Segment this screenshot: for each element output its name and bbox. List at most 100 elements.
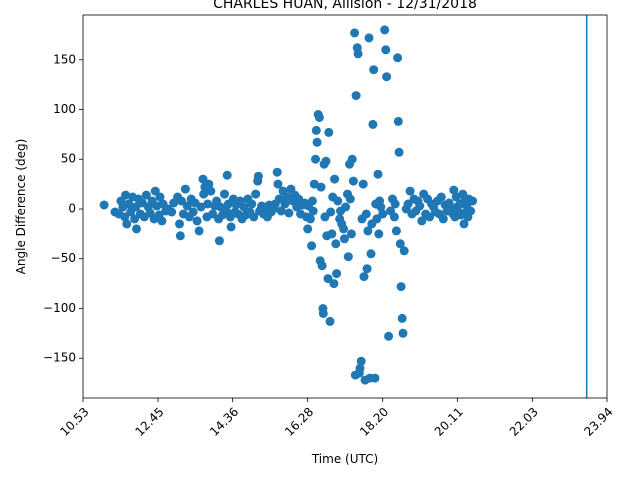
x-tick-label: 18.20 bbox=[357, 405, 391, 439]
data-point bbox=[194, 226, 204, 236]
data-point bbox=[308, 206, 318, 216]
data-point bbox=[196, 202, 206, 212]
data-point bbox=[374, 229, 384, 239]
data-point bbox=[208, 209, 218, 219]
data-point bbox=[348, 176, 358, 186]
data-point bbox=[311, 154, 320, 164]
data-point bbox=[121, 190, 131, 200]
y-tick-label: −150 bbox=[43, 351, 76, 365]
data-point bbox=[120, 212, 130, 222]
data-point bbox=[318, 308, 328, 318]
data-point bbox=[141, 190, 151, 200]
x-tick-label: 22.03 bbox=[507, 405, 541, 439]
y-tick-label: −50 bbox=[51, 251, 76, 265]
data-point bbox=[280, 199, 290, 209]
data-point bbox=[395, 239, 405, 249]
data-point bbox=[199, 189, 209, 199]
data-point bbox=[366, 249, 376, 259]
data-point bbox=[132, 224, 141, 234]
data-point bbox=[458, 189, 468, 199]
data-point bbox=[247, 199, 257, 209]
data-point bbox=[417, 216, 427, 226]
data-point bbox=[204, 179, 214, 189]
data-point bbox=[122, 219, 132, 229]
data-point bbox=[394, 147, 404, 157]
data-point bbox=[459, 219, 469, 229]
data-point bbox=[381, 45, 391, 55]
data-point bbox=[396, 282, 406, 292]
data-point bbox=[175, 219, 184, 229]
data-point bbox=[403, 199, 413, 209]
data-point bbox=[326, 207, 336, 217]
data-point bbox=[466, 206, 476, 216]
data-point bbox=[351, 91, 361, 101]
data-point bbox=[346, 229, 356, 239]
data-point bbox=[339, 234, 349, 244]
data-point bbox=[330, 174, 340, 184]
x-tick-label: 10.53 bbox=[57, 405, 91, 439]
data-point bbox=[317, 261, 327, 271]
data-point bbox=[436, 192, 446, 202]
data-point bbox=[364, 33, 374, 43]
data-point bbox=[356, 356, 366, 366]
data-point bbox=[309, 179, 319, 189]
data-point bbox=[311, 125, 321, 135]
chart-title: CHARLES HUAN, Allision - 12/31/2018 bbox=[213, 0, 477, 12]
data-point bbox=[188, 207, 198, 217]
data-point bbox=[361, 209, 371, 219]
data-point bbox=[398, 328, 408, 338]
data-point bbox=[355, 363, 365, 373]
data-point bbox=[393, 53, 403, 63]
data-point bbox=[175, 231, 185, 241]
x-tick-label: 14.36 bbox=[207, 405, 241, 439]
data-point bbox=[376, 202, 386, 212]
data-point bbox=[343, 252, 353, 262]
data-point bbox=[368, 119, 378, 129]
plot-area-frame bbox=[82, 14, 608, 399]
data-point bbox=[353, 49, 363, 59]
data-point bbox=[124, 199, 134, 209]
data-point bbox=[389, 212, 399, 222]
data-point bbox=[331, 239, 341, 249]
data-point bbox=[438, 214, 448, 224]
data-point bbox=[425, 212, 435, 222]
data-point bbox=[323, 274, 333, 284]
data-point bbox=[226, 222, 236, 232]
data-point bbox=[378, 209, 388, 219]
data-point bbox=[131, 202, 141, 212]
data-point bbox=[325, 316, 335, 326]
x-axis-ticks: 10.53 12.45 14.36 16.28 18.20 20.11 22.03 23.94 bbox=[57, 398, 616, 439]
data-point bbox=[380, 25, 390, 35]
data-point bbox=[99, 200, 109, 210]
y-tick-label: 100 bbox=[53, 102, 76, 116]
y-axis-ticks: −150 −100 −50 0 50 100 150 bbox=[43, 52, 83, 365]
data-point bbox=[393, 116, 403, 126]
x-tick-label: 20.11 bbox=[432, 405, 466, 439]
data-point bbox=[415, 201, 425, 211]
data-point bbox=[384, 331, 394, 341]
y-tick-label: −100 bbox=[43, 301, 76, 315]
data-point bbox=[391, 226, 401, 236]
data-point bbox=[329, 279, 339, 289]
data-point bbox=[362, 264, 372, 274]
data-point bbox=[358, 179, 368, 189]
data-point bbox=[203, 199, 213, 209]
data-point bbox=[192, 216, 202, 226]
data-point bbox=[222, 170, 232, 180]
x-tick-label: 16.28 bbox=[282, 405, 316, 439]
data-point bbox=[324, 127, 334, 137]
data-point bbox=[157, 216, 167, 226]
data-point bbox=[370, 373, 380, 383]
data-point bbox=[180, 184, 190, 194]
data-point bbox=[339, 224, 349, 234]
data-point bbox=[449, 185, 459, 195]
data-point bbox=[284, 208, 294, 218]
data-point bbox=[239, 202, 249, 212]
data-point bbox=[390, 199, 400, 209]
data-point bbox=[350, 28, 360, 38]
data-point bbox=[347, 154, 357, 164]
y-tick-label: 50 bbox=[61, 152, 76, 166]
data-point bbox=[312, 137, 322, 147]
data-point bbox=[314, 113, 324, 122]
